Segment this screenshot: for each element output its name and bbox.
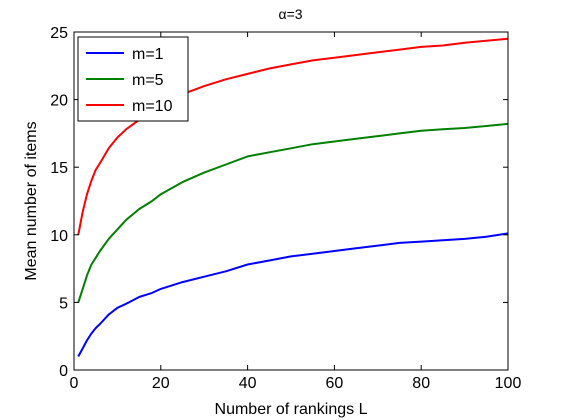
y-tick-label: 25 <box>50 25 68 42</box>
y-tick-label: 20 <box>50 93 68 110</box>
y-tick-label: 10 <box>50 228 68 245</box>
y-axis-label: Mean number of items <box>23 121 40 280</box>
legend: m=1 m=5 m=10 <box>77 36 189 122</box>
legend-label-2: m=5 <box>132 72 164 89</box>
axis-ticks: 0 20 40 60 80 100 0 5 10 15 20 25 <box>50 25 521 392</box>
x-tick-label: 40 <box>239 375 257 392</box>
x-tick-label: 20 <box>152 375 170 392</box>
x-tick-label: 0 <box>70 375 79 392</box>
chart-title: α=3 <box>278 6 302 22</box>
y-tick-label: 5 <box>59 295 68 312</box>
legend-label-3: m=10 <box>132 98 173 115</box>
x-tick-label: 60 <box>326 375 344 392</box>
y-tick-label: 0 <box>59 363 68 380</box>
series-line-2 <box>77 122 509 303</box>
x-axis-label: Number of rankings L <box>215 401 368 418</box>
x-tick-label: 80 <box>412 375 430 392</box>
series-line-3 <box>77 37 509 235</box>
legend-label-1: m=1 <box>132 46 164 63</box>
series-line-1 <box>77 232 509 357</box>
x-tick-label: 100 <box>495 375 522 392</box>
series-layer <box>77 37 509 357</box>
y-tick-label: 15 <box>50 160 68 177</box>
axes-frame <box>73 31 509 371</box>
